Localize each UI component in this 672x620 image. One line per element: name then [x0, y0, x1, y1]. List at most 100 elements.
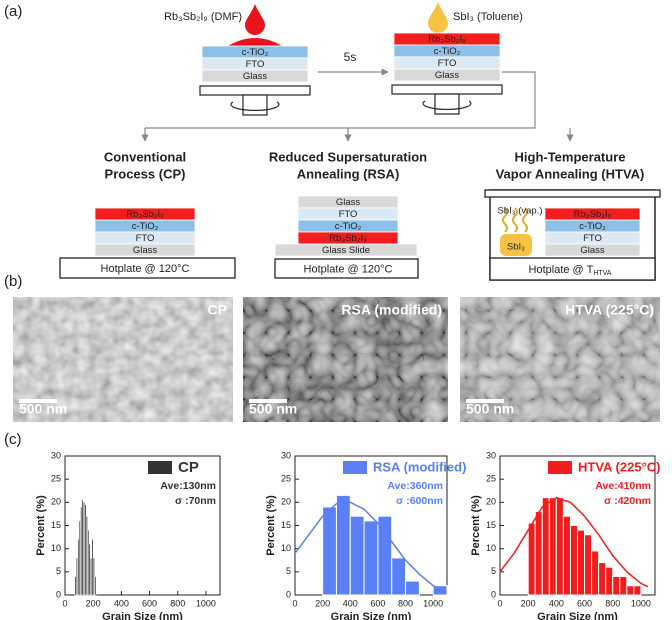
hotplate	[274, 258, 419, 279]
hotplate	[59, 257, 236, 279]
layer-label: FTO	[583, 233, 602, 244]
y-tick-label: 5	[491, 566, 496, 576]
hotplate-label: Hotplate @ 120°C	[101, 263, 190, 275]
x-tick-label: 0	[497, 598, 502, 608]
bar	[619, 575, 628, 596]
y-axis-label: Percent (%)	[35, 495, 47, 556]
scale-label: 500 nm	[466, 401, 514, 417]
connector	[145, 71, 536, 129]
x-axis-label: Grain Size (nm)	[331, 611, 412, 620]
hotplate-text: Hotplate @ 120°C	[101, 263, 190, 275]
spin-shaft	[434, 93, 460, 115]
legend-swatch	[148, 461, 172, 474]
bar	[584, 534, 593, 596]
bar	[363, 520, 379, 596]
x-tick-label: 1000	[196, 598, 216, 608]
spin-arrow	[422, 100, 472, 110]
y-tick-label: 25	[281, 474, 291, 484]
scale-bar	[466, 399, 504, 403]
y-tick-label: 20	[486, 497, 496, 507]
hotplate	[489, 257, 656, 281]
bar	[94, 576, 97, 596]
process-title: Vapor Annealing (HTVA)	[496, 166, 645, 181]
layer-label: Rb₃Sb₂I₉	[329, 233, 367, 244]
layer-label: Glass	[435, 70, 460, 81]
bar	[349, 515, 365, 596]
layer-label: FTO	[438, 58, 457, 69]
y-tick-label: 10	[486, 543, 496, 553]
layer-label: c-TiO₂	[579, 221, 606, 232]
bar	[555, 497, 564, 596]
y-tick-label: 20	[51, 497, 61, 507]
stat-label: Ave:410nm	[595, 480, 651, 492]
layer	[94, 243, 196, 257]
process-title: High-Temperature	[515, 149, 626, 164]
x-tick-label: 200	[315, 598, 330, 608]
spin-arrow	[230, 101, 280, 111]
y-tick-label: 25	[51, 474, 61, 484]
layer	[544, 243, 641, 257]
vapor	[512, 207, 518, 233]
layer-label: Glass	[133, 245, 158, 256]
x-tick-label: 600	[142, 598, 157, 608]
spin-platform	[391, 84, 503, 95]
layer-label: c-TiO₂	[242, 47, 269, 58]
x-tick-label: 400	[114, 598, 129, 608]
layer-label: Glass	[336, 197, 361, 208]
stat-label: Ave:360nm	[387, 480, 443, 492]
bar	[598, 562, 607, 596]
source	[500, 234, 532, 256]
bar	[562, 515, 571, 596]
bar	[591, 550, 600, 596]
layer-label: c-TiO₂	[335, 221, 362, 232]
y-tick-label: 5	[56, 566, 61, 576]
scale-label: 500 nm	[19, 401, 67, 417]
layer-label: c-TiO₂	[132, 221, 159, 232]
legend-label: CP	[178, 459, 199, 476]
sem-label: CP	[208, 302, 227, 318]
spin-platform	[199, 85, 311, 96]
x-tick-label: 0	[292, 598, 297, 608]
drop	[245, 4, 265, 35]
y-tick-label: 30	[486, 450, 496, 460]
layer-label: Glass	[243, 71, 268, 82]
scale-label: 500 nm	[249, 401, 297, 417]
y-tick-label: 15	[486, 520, 496, 530]
spin-shaft	[242, 94, 268, 116]
y-tick-label: 20	[281, 497, 291, 507]
x-tick-label: 600	[577, 598, 592, 608]
stat-label: σ :600nm	[396, 495, 443, 507]
y-tick-label: 5	[286, 566, 291, 576]
y-tick-label: 0	[56, 589, 61, 599]
process-title: Annealing (RSA)	[297, 166, 400, 181]
hotplate-label: Hotplate @ THTVA	[529, 264, 612, 277]
layer	[393, 68, 501, 82]
vapor	[502, 207, 508, 233]
drop	[428, 2, 448, 33]
solution-label: Rb₃Sb₂I₉ (DMF)	[164, 11, 242, 23]
vapor	[522, 207, 528, 233]
hotplate-text: Hotplate @ T	[529, 264, 594, 276]
panel-label: (a)	[4, 3, 22, 20]
layer-label: Rb₃Sb₂I₉	[126, 209, 164, 220]
layer-label: Glass	[580, 245, 605, 256]
stat-label: Ave:130nm	[160, 480, 216, 492]
x-axis-label: Grain Size (nm)	[537, 611, 618, 620]
x-tick-label: 200	[521, 598, 536, 608]
y-tick-label: 10	[281, 543, 291, 553]
y-tick-label: 15	[281, 520, 291, 530]
x-tick-label: 200	[86, 598, 101, 608]
bar	[569, 525, 578, 596]
x-tick-label: 600	[370, 598, 385, 608]
vapor-label: SbI₃ (vap.)	[497, 206, 542, 217]
y-tick-label: 10	[51, 543, 61, 553]
x-tick-label: 800	[170, 598, 185, 608]
hotplate-text: Hotplate @ 120°C	[304, 263, 393, 275]
x-tick-label: 1000	[423, 598, 443, 608]
y-tick-label: 25	[486, 474, 496, 484]
layer-label: Rb₃Sb₂I₉	[428, 34, 466, 45]
x-tick-label: 0	[62, 598, 67, 608]
bar	[534, 511, 543, 596]
bar	[322, 506, 337, 596]
